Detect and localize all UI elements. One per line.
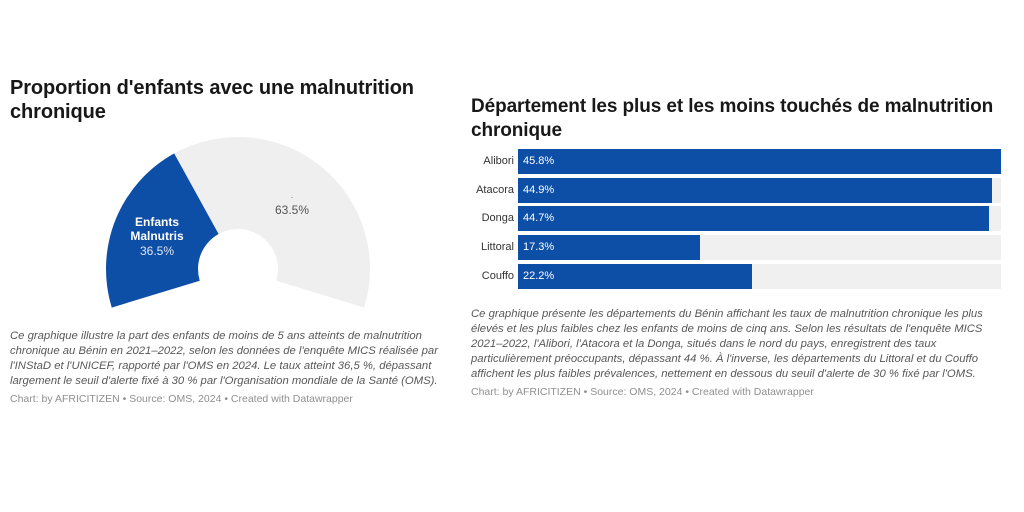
bar-category-label: Couffo xyxy=(481,269,514,282)
bar-value-label: 45.8% xyxy=(523,155,555,167)
bar-chart: Alibori 45.8% Atacora 44.9% Donga 44.7% Littor… xyxy=(466,149,1006,292)
bar-value-label: 44.9% xyxy=(523,183,555,196)
bar-value-label: 44.7% xyxy=(523,212,555,225)
right-chart-credit: Chart: by AFRICITIZEN • Source: OMS, 202… xyxy=(471,386,814,398)
left-chart-description: Ce graphique illustre la part des enfant… xyxy=(10,330,438,387)
left-chart-credit: Chart: by AFRICITIZEN • Source: OMS, 202… xyxy=(10,393,353,405)
donut-slice-other xyxy=(174,136,370,308)
right-chart-description: Ce graphique présente les départements d… xyxy=(471,308,983,380)
bar-value-label: 22.2% xyxy=(523,269,555,282)
right-chart-footer: Ce graphique présente les départements d… xyxy=(471,307,1016,399)
left-chart-header: Proportion d'enfants avec une malnutriti… xyxy=(10,76,460,124)
bar-category-label: Atacora xyxy=(476,183,514,196)
bar xyxy=(518,206,990,232)
left-chart-footer: Ce graphique illustre la part des enfant… xyxy=(10,329,465,406)
bar-row: Littoral 17.3% xyxy=(466,235,1006,261)
bar-row: Atacora 44.9% xyxy=(466,177,1006,203)
bar-row: Couffo 22.2% xyxy=(466,263,1006,289)
right-chart-title: Département les plus et les moins touché… xyxy=(471,96,994,141)
donut-label-name-line1: Enfants xyxy=(135,215,179,229)
bar-category-label: Alibori xyxy=(483,155,514,167)
left-chart-title: Proportion d'enfants avec une malnutriti… xyxy=(10,77,414,123)
bar-category-label: Littoral xyxy=(480,241,514,254)
right-chart-header: Département les plus et les moins touché… xyxy=(471,95,1006,143)
donut-label-other-value: 63.5% xyxy=(275,203,309,217)
bar xyxy=(518,235,701,261)
donut-label-other-name: . xyxy=(291,191,293,200)
donut-label-name-line2: Malnutris xyxy=(130,229,184,243)
bar-category-label: Donga xyxy=(481,212,514,225)
bar xyxy=(518,149,1001,174)
bar xyxy=(518,263,753,289)
bar-row: Alibori 45.8% xyxy=(466,149,1006,174)
bar-value-label: 17.3% xyxy=(523,241,555,254)
bar xyxy=(518,177,992,203)
donut-slice-malnourished xyxy=(105,153,219,308)
donut-label-value: 36.5% xyxy=(140,244,174,258)
bar-row: Donga 44.7% xyxy=(466,206,1006,232)
